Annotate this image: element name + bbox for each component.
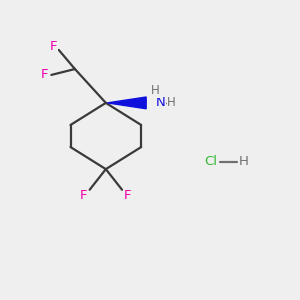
Text: H: H [167, 96, 176, 110]
Text: F: F [41, 68, 49, 81]
Text: F: F [124, 189, 132, 202]
Polygon shape [107, 97, 146, 109]
Text: Cl: Cl [204, 155, 217, 168]
Text: F: F [80, 189, 88, 202]
Text: F: F [50, 40, 57, 53]
Text: H: H [151, 84, 160, 97]
Text: H: H [238, 155, 248, 168]
Text: N: N [156, 96, 165, 110]
